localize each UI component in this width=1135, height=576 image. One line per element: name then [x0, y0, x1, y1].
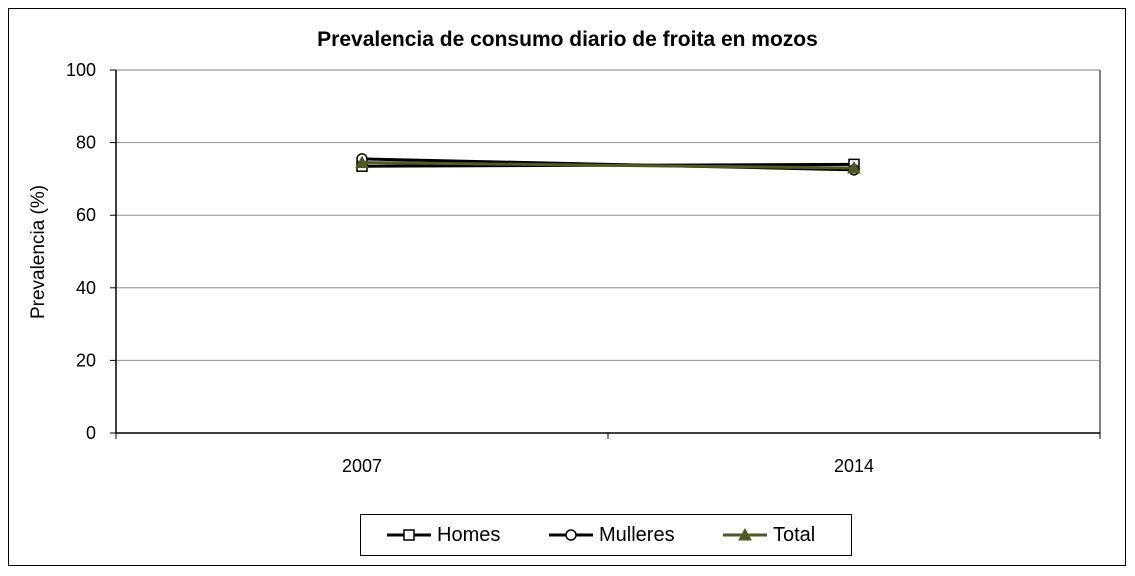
data-point-total [847, 160, 861, 174]
legend-label-total: Total [773, 523, 816, 546]
y-tick-label: 40 [76, 278, 96, 298]
y-axis-title: Prevalencia (%) [28, 185, 49, 319]
series-group [355, 153, 861, 176]
series-line-total [361, 161, 855, 170]
legend-label-homes: Homes [437, 523, 501, 546]
legend-swatch-marker [565, 529, 577, 541]
y-tick-label: 60 [76, 205, 96, 225]
legend-swatch-total [723, 527, 767, 541]
y-tick-label: 80 [76, 133, 96, 153]
y-tick-label: 0 [86, 423, 96, 443]
y-tick-label: 20 [76, 350, 96, 370]
axes [110, 69, 1101, 439]
data-point-total [355, 155, 369, 169]
legend: Homes Mulleres Total [360, 514, 852, 556]
legend-swatch-mulleres [549, 529, 593, 541]
x-tick-label: 2014 [834, 456, 874, 476]
legend-item-total: Total [721, 515, 815, 555]
legend-item-homes: Homes [385, 515, 500, 555]
gridlines [116, 142, 1100, 361]
y-tick-label: 100 [66, 60, 96, 80]
series-total [355, 155, 861, 174]
legend-swatch-marker [403, 529, 415, 541]
chart-title: Prevalencia de consumo diario de froita … [317, 28, 818, 51]
legend-swatch-homes [387, 529, 431, 541]
legend-swatch-marker [738, 527, 752, 541]
chart-frame [8, 8, 1126, 566]
legend-item-mulleres: Mulleres [547, 515, 675, 555]
legend-label-mulleres: Mulleres [599, 523, 675, 546]
x-tick-label: 2007 [342, 456, 382, 476]
tick-labels: 0 20 40 60 80 100 2007 2014 [66, 60, 874, 476]
